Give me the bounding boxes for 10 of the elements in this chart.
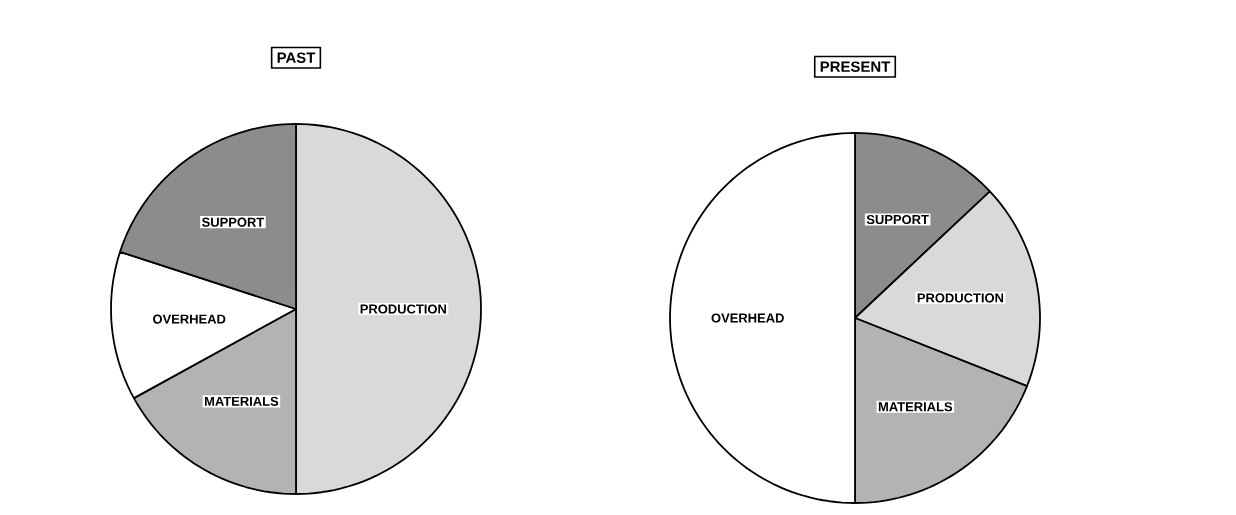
chart-title: PRESENT <box>820 61 891 72</box>
slice-label: SUPPORT <box>866 214 929 225</box>
slice-label: PRODUCTION <box>917 293 1004 303</box>
slice-label: OVERHEAD <box>153 314 226 324</box>
slice-label: PRODUCTION <box>360 304 446 314</box>
chart-title: PAST <box>277 52 316 63</box>
slice-label: MATERIALS <box>204 396 279 406</box>
slice-label: OVERHEAD <box>711 313 784 323</box>
slice-label: MATERIALS <box>878 402 953 412</box>
slice-label: SUPPORT <box>202 217 265 227</box>
